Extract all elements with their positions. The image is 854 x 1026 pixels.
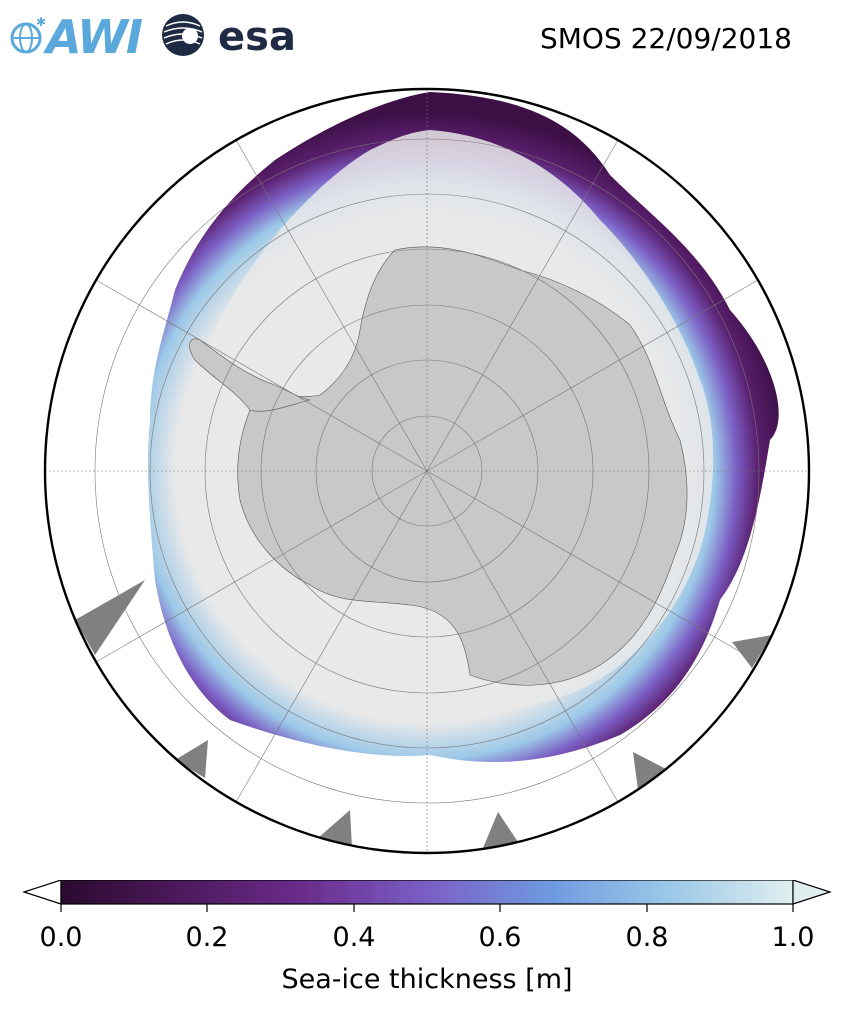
colorbar-tick-label: 0.6 <box>478 922 522 953</box>
colorbar-tick-label: 0.0 <box>39 922 83 953</box>
svg-text:✱: ✱ <box>36 16 46 29</box>
header-logos: ✱ AWI esa <box>8 8 308 68</box>
antarctic-map <box>43 87 811 855</box>
colorbar <box>0 870 854 1026</box>
colorbar-extend-high <box>792 880 832 905</box>
graticule <box>45 89 809 853</box>
esa-logo-icon <box>162 14 204 56</box>
missing-data-wedges <box>75 580 772 848</box>
colorbar-tick-label: 1.0 <box>771 922 815 953</box>
colorbar-tick-label: 0.2 <box>185 922 229 953</box>
esa-logo: esa <box>218 14 296 60</box>
antarctic-peninsula <box>189 338 311 412</box>
colorbar-tick-label: 0.8 <box>625 922 669 953</box>
awi-logo: AWI <box>46 10 143 64</box>
awi-globe-icon: ✱ <box>10 16 46 54</box>
map-boundary <box>43 87 811 855</box>
map-title: SMOS 22/09/2018 <box>539 22 792 55</box>
colorbar-label: Sea-ice thickness [m] <box>281 964 573 995</box>
colorbar-extend-low <box>22 880 62 905</box>
colorbar-bar <box>22 880 832 912</box>
colorbar-tick-label: 0.4 <box>332 922 376 953</box>
